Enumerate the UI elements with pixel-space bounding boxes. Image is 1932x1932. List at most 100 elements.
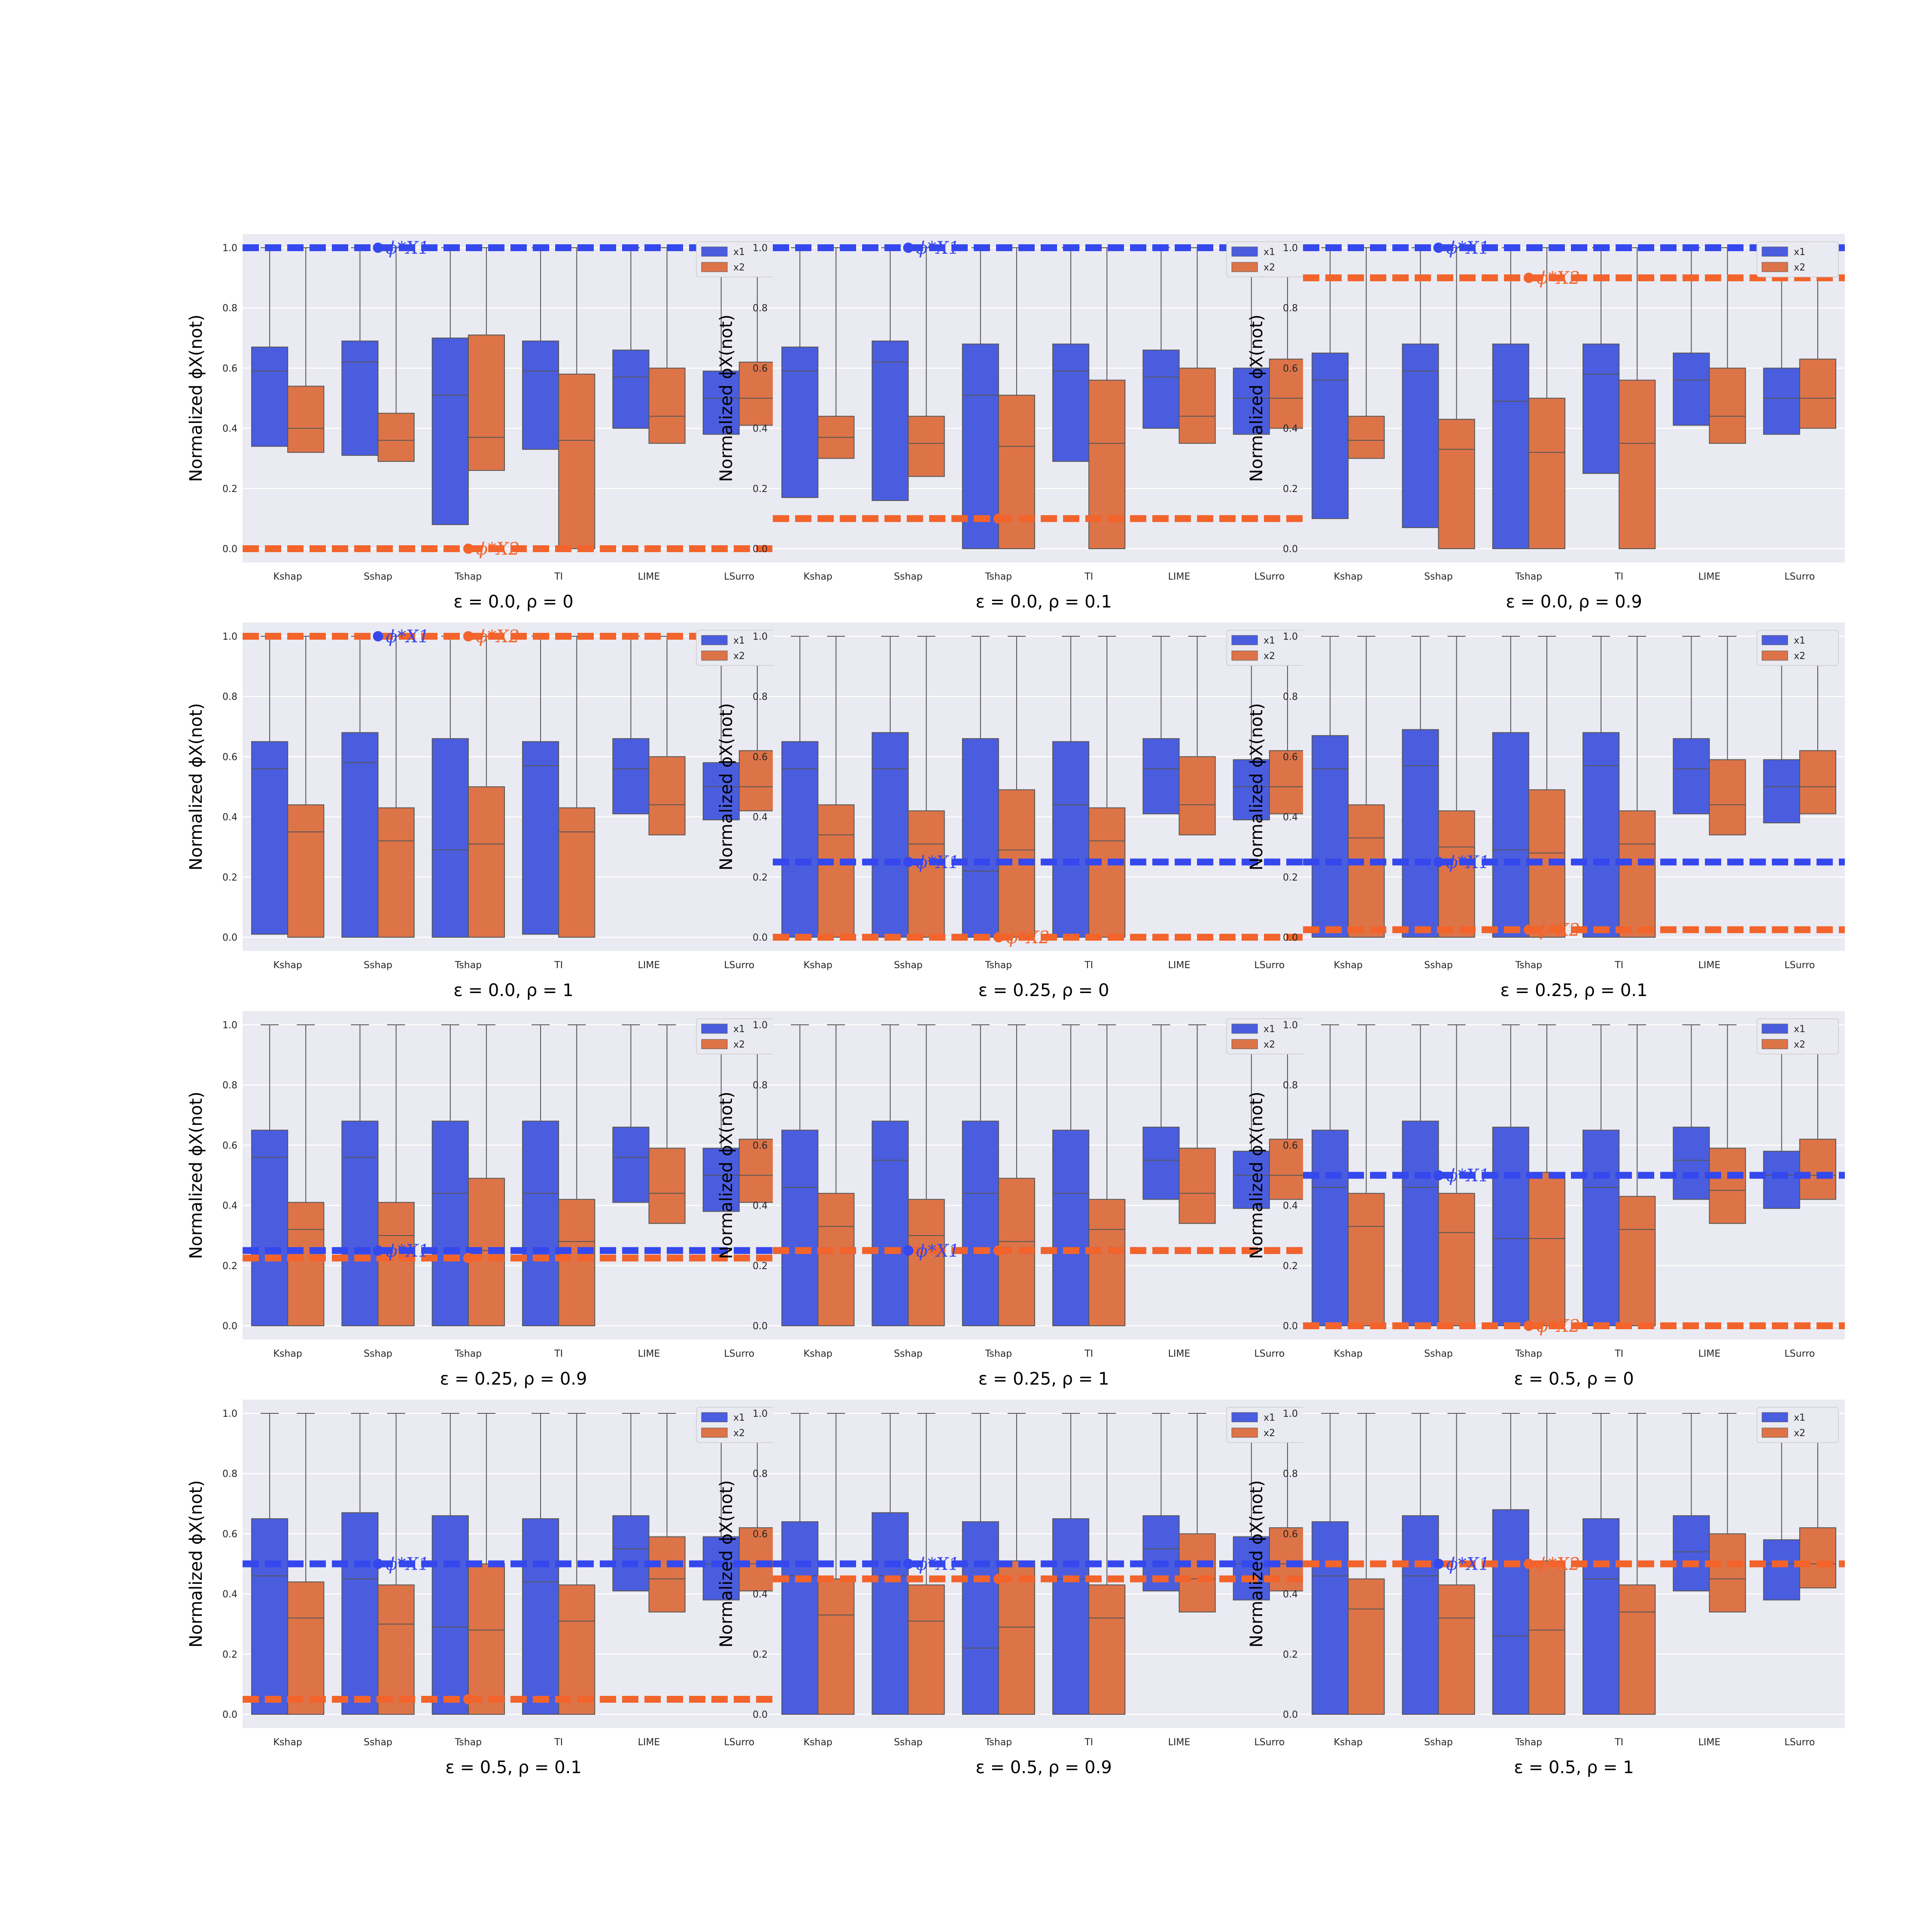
ytick-label: 0.0 <box>1283 933 1298 943</box>
plot-background <box>773 234 1315 562</box>
xtick-label: Kshap <box>804 1349 832 1359</box>
box-x1-LSurro <box>1233 759 1270 820</box>
box-x1-TI <box>1583 1130 1620 1327</box>
ytick-label: 0.6 <box>1283 752 1298 762</box>
y-axis-label: Normalized ϕX(not) <box>1247 314 1267 482</box>
box-x2-Kshap <box>1348 1578 1385 1715</box>
ytick-label: 0.4 <box>222 424 237 434</box>
xtick-label: Tshap <box>455 571 482 582</box>
ytick-label: 0.2 <box>222 1261 237 1272</box>
box-x2-LIME <box>1179 368 1216 444</box>
legend-entry-x1: x1 <box>1264 1413 1275 1423</box>
annotation-marker-x1 <box>1433 243 1444 253</box>
xtick-label: TI <box>554 960 563 971</box>
annotation-label-x1: ϕ*X1 <box>1446 853 1490 872</box>
box-x1-TI <box>522 340 559 450</box>
box-x2-Kshap <box>287 1202 325 1327</box>
annotation-marker-x1 <box>903 857 914 867</box>
ytick-label: 0.8 <box>1283 692 1298 702</box>
ytick-label: 0.6 <box>753 1140 768 1151</box>
annotation-label-x2: ϕ*X2 <box>1006 928 1050 948</box>
panel-8: 0.0 0.2 0.4 0.6 0.8 1.0 Normalized ϕX(not) Ksha… <box>1247 1011 1845 1389</box>
ytick-label: 0.4 <box>753 424 768 434</box>
box-x2-LSurro <box>1799 358 1836 429</box>
xtick-label: LIME <box>638 960 660 971</box>
box-x1-LSurro <box>702 371 740 435</box>
xtick-label: LSurro <box>724 1737 754 1748</box>
box-x1-Sshap <box>341 1512 379 1715</box>
box-x2-LIME <box>648 756 686 835</box>
box-x1-TI <box>1052 741 1090 938</box>
ytick-label: 1.0 <box>1283 1409 1298 1419</box>
box-x1-Kshap <box>251 1130 289 1327</box>
annotation-marker-x1 <box>1433 1170 1444 1181</box>
box-x1-Tshap <box>431 337 469 525</box>
box-x1-LIME <box>612 1127 650 1203</box>
y-axis-label: Normalized ϕX(not) <box>186 1091 206 1259</box>
box-x1-TI <box>1583 732 1620 938</box>
xtick-label: Sshap <box>1424 571 1453 582</box>
box-x1-Tshap <box>962 343 999 549</box>
legend-entry-x2: x2 <box>733 262 745 273</box>
ytick-label: 0.4 <box>1283 1589 1298 1600</box>
annotation-marker-x1 <box>903 1245 914 1256</box>
box-x2-Tshap <box>1528 1560 1565 1715</box>
annotation-label-x1: ϕ*X1 <box>916 1555 960 1574</box>
legend-swatch-x2 <box>701 262 728 272</box>
legend-swatch-x2 <box>701 1039 728 1049</box>
ytick-label: 0.4 <box>753 1589 768 1600</box>
legend-entry-x2: x2 <box>1794 651 1805 662</box>
annotation-marker-x2 <box>993 1245 1004 1256</box>
annotation-label-x1: ϕ*X1 <box>1446 1166 1490 1186</box>
box-x2-LSurro <box>1269 1139 1306 1200</box>
box-x1-Kshap <box>781 346 819 498</box>
box-x1-TI <box>522 741 559 935</box>
panel-11: 0.0 0.2 0.4 0.6 0.8 1.0 Normalized ϕX(not) Ksha… <box>1247 1400 1845 1777</box>
legend-entry-x1: x1 <box>1794 635 1805 646</box>
box-x1-TI <box>1583 1518 1620 1715</box>
xtick-label: Tshap <box>1515 1737 1543 1748</box>
xtick-label: TI <box>554 571 563 582</box>
legend-swatch-x1 <box>701 1412 728 1422</box>
box-x1-LIME <box>612 1515 650 1592</box>
legend-swatch-x1 <box>1762 246 1788 257</box>
xtick-label: LIME <box>638 571 660 582</box>
box-x1-Tshap <box>431 738 469 938</box>
box-x1-LSurro <box>1763 759 1800 823</box>
box-x1-Kshap <box>1312 352 1349 519</box>
box-x2-TI <box>1619 1584 1656 1715</box>
box-x1-LSurro <box>702 1148 740 1212</box>
ytick-label: 1.0 <box>753 243 768 254</box>
box-x1-Kshap <box>1312 1130 1349 1327</box>
box-x2-Sshap <box>908 416 945 477</box>
annotation-label-x1: ϕ*X1 <box>916 238 960 258</box>
box-x1-Sshap <box>1402 729 1439 938</box>
box-x2-Kshap <box>1348 804 1385 938</box>
y-axis-label: Normalized ϕX(not) <box>186 703 206 870</box>
ytick-label: 0.6 <box>753 363 768 374</box>
xtick-label: Kshap <box>804 571 832 582</box>
ytick-label: 0.8 <box>1283 1080 1298 1091</box>
panel-4: 0.0 0.2 0.4 0.6 0.8 1.0 Normalized ϕX(not) Ksha… <box>717 623 1315 1000</box>
ytick-label: 0.2 <box>753 872 768 883</box>
ytick-label: 0.2 <box>1283 1649 1298 1660</box>
annotation-marker-x1 <box>1433 1558 1444 1569</box>
legend-swatch-x1 <box>701 246 728 257</box>
annotation-marker-x2 <box>1523 1321 1534 1331</box>
box-x1-LSurro <box>1233 1151 1270 1209</box>
legend-swatch-x1 <box>1231 1024 1258 1034</box>
box-x2-Kshap <box>817 1193 855 1327</box>
plot-background <box>243 1011 784 1340</box>
ytick-label: 1.0 <box>753 1020 768 1031</box>
legend-swatch-x2 <box>1762 650 1788 661</box>
ytick-label: 0.4 <box>222 1589 237 1600</box>
annotation-marker-x1 <box>373 1245 383 1256</box>
box-x1-LSurro <box>1233 1536 1270 1601</box>
box-x2-LSurro <box>738 1527 776 1592</box>
ytick-label: 0.4 <box>753 812 768 823</box>
ytick-label: 0.8 <box>753 303 768 314</box>
plot-background <box>1303 623 1845 951</box>
ytick-label: 0.6 <box>222 363 237 374</box>
panel-10: 0.0 0.2 0.4 0.6 0.8 1.0 Normalized ϕX(not) Ksha… <box>717 1400 1315 1777</box>
ytick-label: 1.0 <box>222 632 237 642</box>
